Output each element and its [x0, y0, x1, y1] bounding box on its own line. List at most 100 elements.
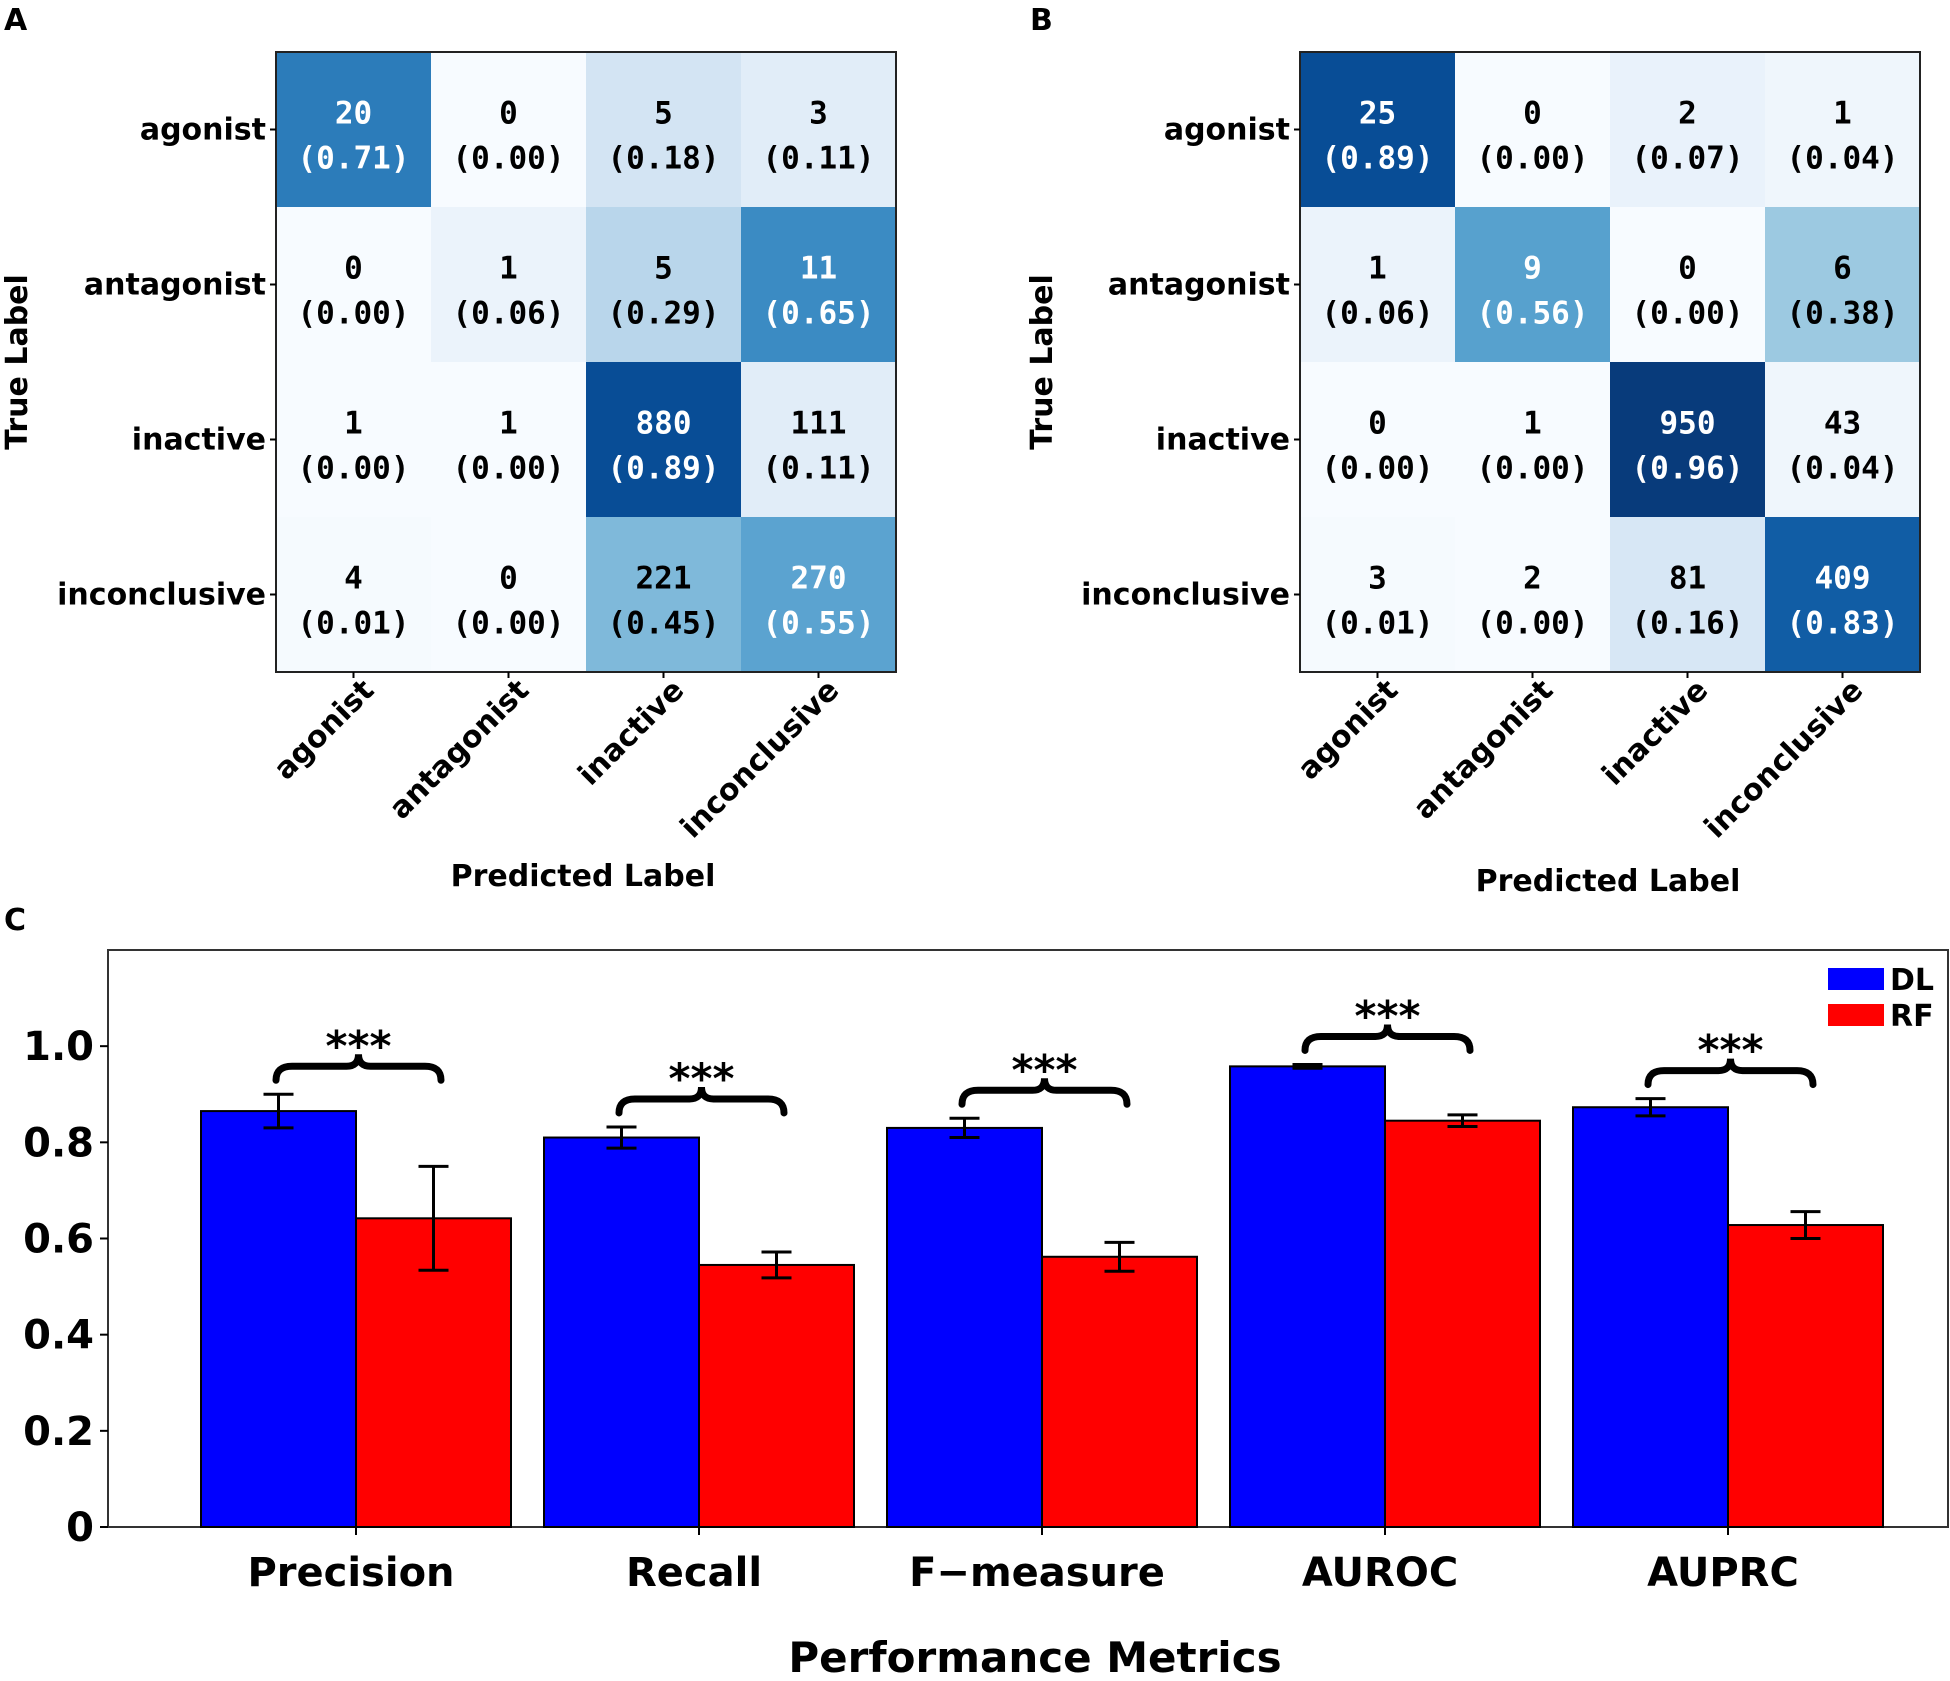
legend-label-rf: RF	[1890, 999, 1934, 1034]
cell-count: 0	[1523, 96, 1542, 132]
significance-label: ***	[669, 1054, 735, 1103]
legend-label-dl: DL	[1890, 963, 1934, 998]
rf-bar	[698, 1263, 855, 1528]
cell-count: 3	[1368, 561, 1387, 597]
cell-count: 1	[499, 406, 518, 442]
cell-fraction: (0.55)	[763, 606, 875, 642]
cell-fraction: (0.29)	[608, 296, 720, 332]
dl-bar	[543, 1136, 700, 1529]
cell-count: 111	[791, 406, 847, 442]
cell-fraction: (0.00)	[1632, 296, 1744, 332]
rf-bar	[1384, 1119, 1541, 1528]
cell-2-2	[1610, 362, 1765, 517]
cell-fraction: (0.83)	[1787, 606, 1899, 642]
y-tick-label: inconclusive	[57, 578, 266, 613]
cell-0-2	[1610, 52, 1765, 207]
cell-fraction: (0.89)	[608, 451, 720, 487]
x-tick-label: antagonist	[383, 673, 537, 827]
cell-fraction: (0.07)	[1632, 141, 1744, 177]
cell-count: 0	[499, 96, 518, 132]
x-tick-label: Precision	[247, 1550, 454, 1596]
y-tick-label: antagonist	[84, 268, 266, 303]
cell-fraction: (0.00)	[453, 141, 565, 177]
x-tick-label: AUPRC	[1647, 1550, 1799, 1596]
cell-count: 409	[1815, 561, 1871, 597]
significance-label: ***	[1355, 991, 1421, 1040]
y-axis-title: True Label	[0, 274, 35, 450]
cell-1-1	[1455, 207, 1610, 362]
matrix-frame	[275, 51, 897, 673]
cell-fraction: (0.00)	[298, 296, 410, 332]
cell-fraction: (0.16)	[1632, 606, 1744, 642]
x-tick-label: agonist	[1291, 673, 1405, 787]
cell-count: 221	[636, 561, 692, 597]
cell-count: 1	[499, 251, 518, 287]
y-tick-label: 0.8	[23, 1120, 94, 1166]
cell-1-0	[276, 207, 431, 362]
rf-bar	[355, 1217, 512, 1529]
x-tick-label: inconclusive	[674, 673, 846, 845]
cell-fraction: (0.96)	[1632, 451, 1744, 487]
cell-0-3	[1765, 52, 1920, 207]
panel-letter-b: B	[1030, 3, 1053, 38]
y-tick-label: inconclusive	[1081, 578, 1290, 613]
cell-fraction: (0.11)	[763, 451, 875, 487]
cell-0-2	[586, 52, 741, 207]
cell-fraction: (0.00)	[1322, 451, 1434, 487]
y-tick-label: antagonist	[1108, 268, 1290, 303]
y-tick-label: 0.4	[23, 1313, 94, 1359]
cell-2-3	[1765, 362, 1920, 517]
cell-count: 1	[1833, 96, 1852, 132]
panel-letter-c: C	[4, 903, 26, 938]
significance-brace	[615, 1086, 788, 1117]
cell-count: 2	[1678, 96, 1697, 132]
panel-letter-a: A	[4, 3, 28, 38]
cell-3-1	[1455, 517, 1610, 672]
cell-fraction: (0.06)	[453, 296, 565, 332]
cell-1-2	[586, 207, 741, 362]
cell-count: 43	[1824, 406, 1861, 442]
cell-fraction: (0.06)	[1322, 296, 1434, 332]
cell-fraction: (0.65)	[763, 296, 875, 332]
significance-label: ***	[1698, 1026, 1764, 1075]
x-tick-label: inactive	[1596, 673, 1716, 793]
x-tick-label: Recall	[626, 1550, 762, 1596]
cell-count: 0	[344, 251, 363, 287]
cell-count: 0	[1368, 406, 1387, 442]
legend-swatch-dl	[1828, 968, 1884, 990]
y-tick-label: inactive	[132, 423, 266, 458]
cell-fraction: (0.00)	[453, 606, 565, 642]
significance-label: ***	[326, 1021, 392, 1070]
cell-3-1	[431, 517, 586, 672]
cell-count: 4	[344, 561, 363, 597]
cell-count: 3	[809, 96, 828, 132]
cell-fraction: (0.71)	[298, 141, 410, 177]
cell-fraction: (0.04)	[1787, 451, 1899, 487]
cell-fraction: (0.00)	[298, 451, 410, 487]
x-tick-label: inconclusive	[1698, 673, 1870, 845]
y-tick-label: 1.0	[23, 1024, 94, 1070]
cell-0-1	[1455, 52, 1610, 207]
cell-count: 11	[800, 251, 837, 287]
cell-count: 25	[1359, 96, 1396, 132]
y-tick-label: 0.2	[23, 1409, 94, 1455]
cell-count: 6	[1833, 251, 1852, 287]
confusion-matrix-a: 20 (0.71) 0 (0.00) 5 (0.18) 3 (0.11) 0 (0.00) 1 (0.…	[0, 51, 897, 894]
confusion-matrix-b: 25 (0.89) 0 (0.00) 2 (0.07) 1 (0.04) 1 (0.06) 9 (0.…	[1025, 51, 1921, 899]
cell-count: 20	[335, 96, 372, 132]
y-tick-label: 0	[66, 1505, 94, 1551]
cell-0-0	[276, 52, 431, 207]
cell-count: 950	[1660, 406, 1716, 442]
cell-count: 9	[1523, 251, 1542, 287]
significance-brace	[1644, 1058, 1817, 1089]
cell-fraction: (0.00)	[1477, 141, 1589, 177]
cell-3-0	[276, 517, 431, 672]
rf-bar	[1041, 1255, 1198, 1528]
cell-3-2	[586, 517, 741, 672]
y-tick-label: inactive	[1156, 423, 1290, 458]
cell-3-3	[1765, 517, 1920, 672]
y-tick-label: 0.6	[23, 1217, 94, 1263]
cell-count: 1	[344, 406, 363, 442]
cell-fraction: (0.00)	[453, 451, 565, 487]
